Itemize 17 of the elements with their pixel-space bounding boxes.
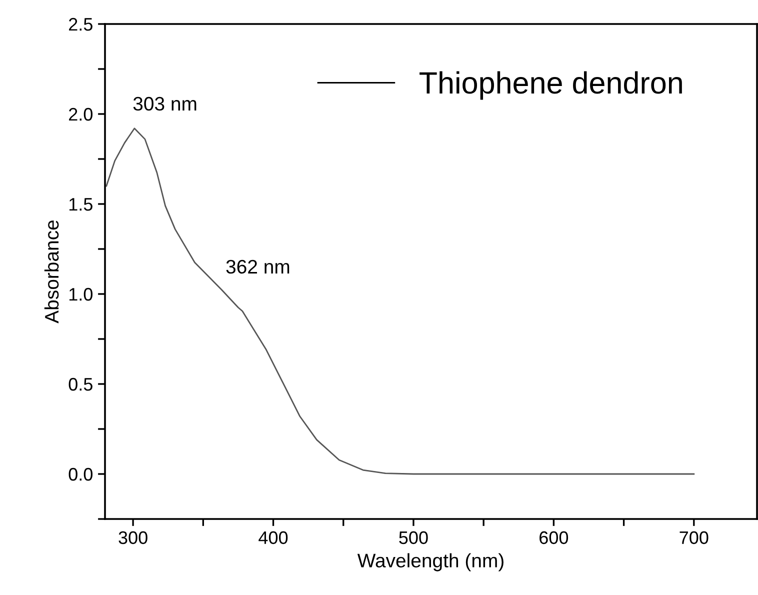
y-tick-label: 0.5: [68, 378, 92, 391]
x-axis-title: Wavelength (nm): [357, 553, 504, 572]
x-tick-label: 300: [118, 531, 148, 544]
y-axis-title: Absorbance: [44, 220, 59, 324]
y-tick-label: 1.5: [69, 198, 92, 211]
annotation: 303 nm: [133, 96, 196, 111]
x-tick-label: 600: [540, 531, 568, 544]
y-tick-label: 2.5: [69, 18, 92, 31]
x-tick-label: 500: [399, 531, 428, 544]
y-tick-label: 1.0: [69, 288, 92, 301]
line-series: [106, 128, 695, 475]
x-tick-label: 400: [258, 531, 288, 544]
y-tick-label: 0.0: [68, 468, 92, 481]
text: Thiophene dendron: [420, 71, 682, 100]
annotation: 362 nm: [226, 260, 290, 274]
x-tick-label: 700: [680, 531, 708, 544]
y-tick-label: 2.0: [69, 108, 92, 121]
